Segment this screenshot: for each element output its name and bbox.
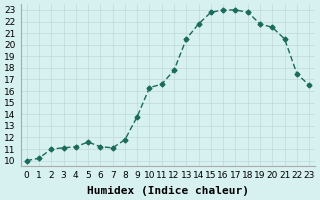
X-axis label: Humidex (Indice chaleur): Humidex (Indice chaleur) [87,186,249,196]
